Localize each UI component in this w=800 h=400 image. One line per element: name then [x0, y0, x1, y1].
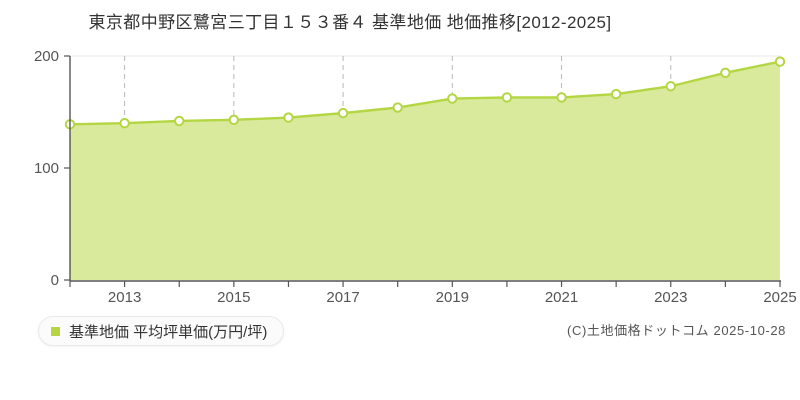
legend-label: 基準地価 平均坪単価(万円/坪) [69, 323, 268, 341]
data-point-2025 [774, 56, 786, 67]
x-axis-ticks: 2013 2015 2017 2019 2021 2023 2025 [69, 281, 797, 306]
series-line [69, 60, 781, 126]
data-point-2022 [610, 88, 622, 100]
x-tick-label-2019: 2019 [436, 289, 469, 306]
x-tick-label-2023: 2023 [654, 289, 687, 306]
legend[interactable]: 基準地価 平均坪単価(万円/坪) [38, 316, 285, 346]
data-point-2017 [337, 107, 349, 119]
y-tick-label-100: 100 [34, 160, 59, 177]
data-point-2023 [665, 81, 676, 92]
data-point-2021 [556, 92, 567, 103]
data-point-2018 [392, 102, 403, 113]
x-tick-label-2021: 2021 [545, 289, 578, 306]
data-point-2014 [174, 115, 185, 127]
x-tick-label-2017: 2017 [326, 289, 359, 306]
legend-swatch-icon [51, 326, 60, 336]
x-tick-label-2013: 2013 [108, 289, 141, 306]
series-area-fill [70, 61, 780, 280]
data-point-2015 [228, 114, 240, 126]
x-tick-label-2025: 2025 [763, 289, 796, 306]
copyright-credit: (C)土地価格ドットコム 2025-10-28 [567, 323, 786, 338]
y-tick-label-0: 0 [51, 272, 59, 289]
y-tick-label-200: 200 [34, 48, 59, 65]
page-title: 東京都中野区鷺宮三丁目１５３番４ 基準地価 地価推移[2012-2025] [88, 13, 612, 32]
y-axis-ticks: 0 100 200 [34, 48, 70, 289]
data-point-2019 [447, 93, 458, 104]
data-point-2020 [501, 92, 513, 103]
data-point-2016 [283, 112, 294, 123]
data-point-2024 [720, 67, 731, 79]
x-tick-label-2015: 2015 [217, 289, 250, 306]
data-point-2013 [119, 118, 130, 129]
